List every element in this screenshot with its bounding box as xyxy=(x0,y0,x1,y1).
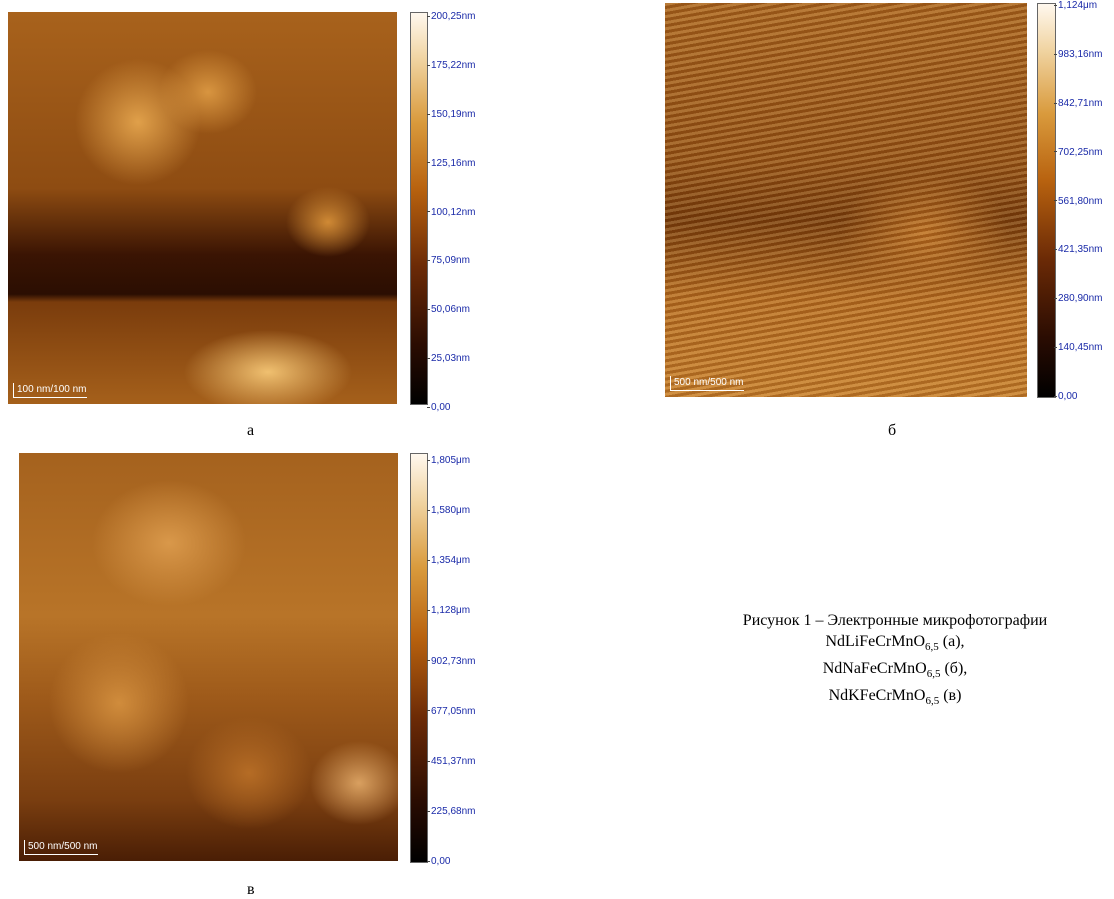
panel-label: а xyxy=(247,422,254,440)
colorbar-tick-label: 150,19nm xyxy=(427,110,475,120)
formula: NdNaFeCrMnO xyxy=(823,660,927,677)
subscript: 6,5 xyxy=(927,668,941,680)
caption-line: NdLiFeCrMnO6,5 (а), xyxy=(650,631,1114,658)
colorbar-tick-label: 1,805μm xyxy=(427,456,470,466)
colorbar-tick-label: 0,00 xyxy=(427,857,450,867)
afm-image: 100 nm/100 nm xyxy=(8,12,397,404)
suffix: (б), xyxy=(944,660,967,677)
colorbar-tick-label: 75,09nm xyxy=(427,256,470,266)
panel-label: в xyxy=(247,881,255,899)
colorbar-tick-label: 983,16nm xyxy=(1054,50,1102,60)
colorbar-tick-label: 50,06nm xyxy=(427,305,470,315)
suffix: (а), xyxy=(943,633,965,650)
subscript: 6,5 xyxy=(925,641,939,653)
colorbar-tick-label: 1,128μm xyxy=(427,606,470,616)
colorbar-tick-label: 140,45nm xyxy=(1054,343,1102,353)
scale-bar: 100 nm/100 nm xyxy=(13,383,87,398)
colorbar-tick-label: 451,37nm xyxy=(427,757,475,767)
suffix: (в) xyxy=(943,687,961,704)
colorbar-tick-label: 1,354μm xyxy=(427,556,470,566)
colorbar-tick-label: 842,71nm xyxy=(1054,99,1102,109)
caption-line: NdKFeCrMnO6,5 (в) xyxy=(650,685,1114,712)
colorbar-tick-label: 280,90nm xyxy=(1054,294,1102,304)
colorbar-tick-label: 200,25nm xyxy=(427,12,475,22)
afm-image: 500 nm/500 nm xyxy=(19,453,398,861)
colorbar-tick-label: 677,05nm xyxy=(427,707,475,717)
afm-image: 500 nm/500 nm xyxy=(665,3,1027,397)
page: {"panels": [ {"label": "а", "scale_bar":… xyxy=(0,0,1114,899)
colorbar-tick-label: 1,580μm xyxy=(427,506,470,516)
colorbar-tick-label: 25,03nm xyxy=(427,354,470,364)
scale-bar: 500 nm/500 nm xyxy=(670,376,744,391)
colorbar-tick-label: 0,00 xyxy=(1054,392,1077,402)
colorbar-tick-label: 225,68nm xyxy=(427,807,475,817)
colorbar-tick-label: 702,25nm xyxy=(1054,148,1102,158)
colorbar xyxy=(410,12,428,405)
colorbar xyxy=(410,453,428,863)
colorbar-tick-label: 125,16nm xyxy=(427,159,475,169)
subscript: 6,5 xyxy=(925,696,939,708)
colorbar-tick-label: 175,22nm xyxy=(427,61,475,71)
colorbar-tick-label: 421,35nm xyxy=(1054,245,1102,255)
caption-title: Рисунок 1 – Электронные микрофотографии xyxy=(650,610,1114,631)
formula: NdLiFeCrMnO xyxy=(825,633,925,650)
colorbar-tick-label: 561,80nm xyxy=(1054,197,1102,207)
figure-caption: Рисунок 1 – Электронные микрофотографии … xyxy=(650,610,1114,713)
colorbar-tick-label: 0,00 xyxy=(427,403,450,413)
colorbar-tick-label: 1,124μm xyxy=(1054,1,1097,11)
colorbar-tick-label: 902,73nm xyxy=(427,657,475,667)
panel-label: б xyxy=(888,422,896,440)
formula: NdKFeCrMnO xyxy=(829,687,926,704)
caption-line: NdNaFeCrMnO6,5 (б), xyxy=(650,658,1114,685)
scale-bar: 500 nm/500 nm xyxy=(24,840,98,855)
colorbar-tick-label: 100,12nm xyxy=(427,208,475,218)
